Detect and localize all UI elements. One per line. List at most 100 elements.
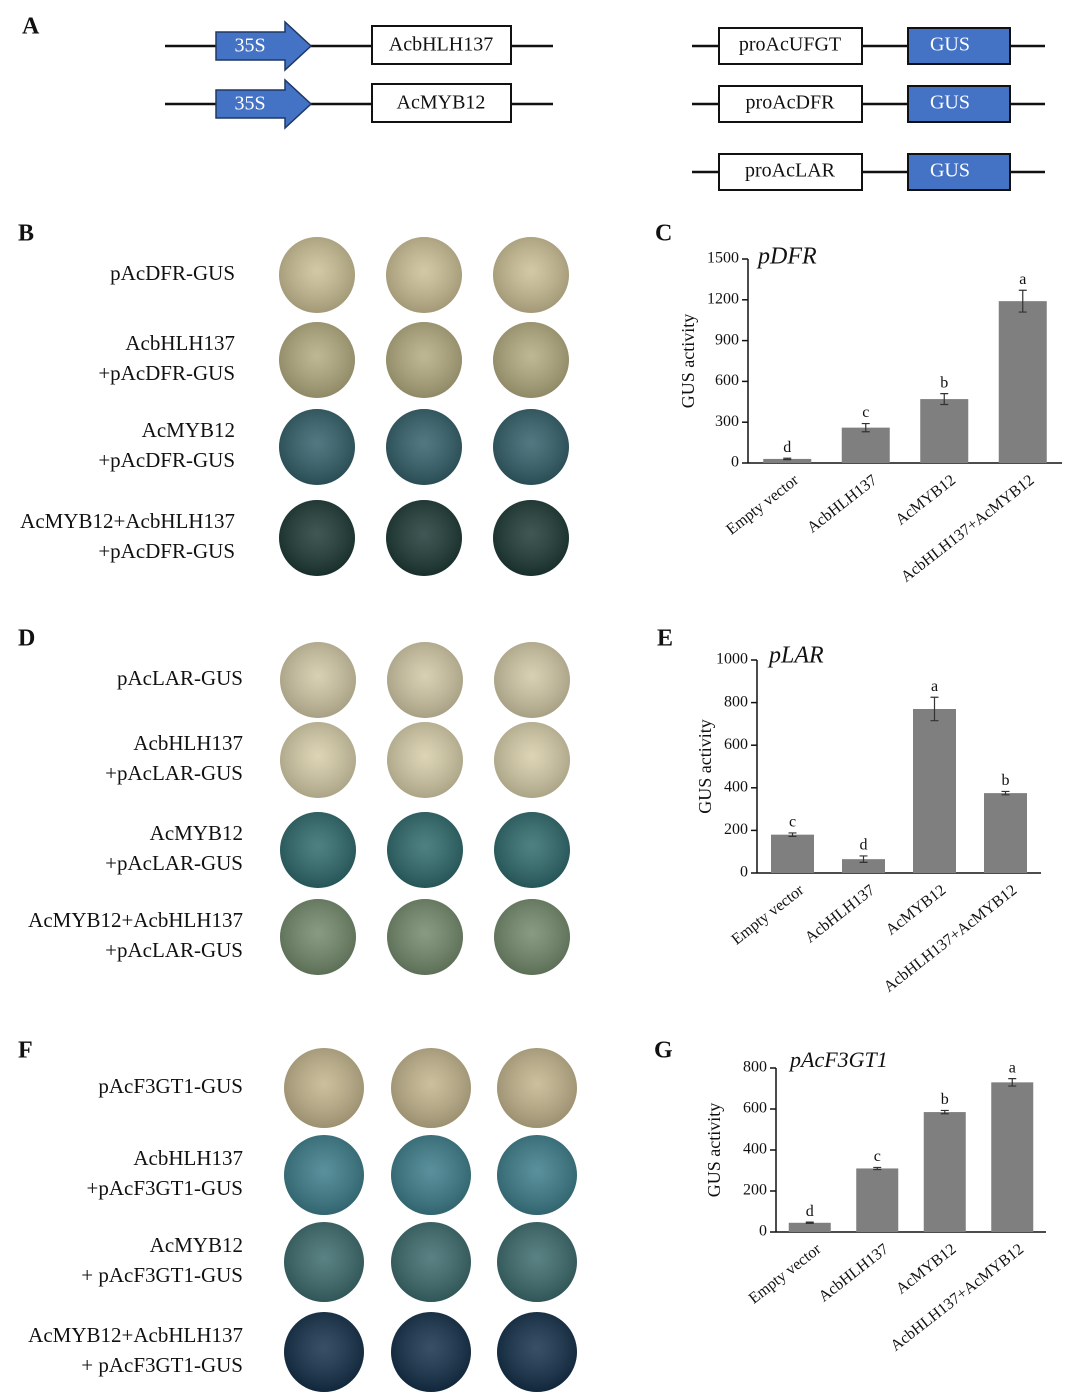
leaf-disc-shade — [497, 1048, 577, 1128]
treatment-label: +pAcLAR-GUS — [105, 851, 243, 875]
treatment-label: AcMYB12+AcbHLH137 — [28, 908, 243, 932]
gene-box — [371, 25, 512, 65]
leaf-disc-shade — [279, 500, 355, 576]
treatment-label: +pAcLAR-GUS — [105, 938, 243, 962]
reporter-label: GUS — [930, 92, 970, 114]
bar — [841, 427, 890, 463]
treatment-label: pAcF3GT1-GUS — [98, 1074, 243, 1098]
treatment-label: pAcDFR-GUS — [110, 261, 235, 285]
x-tick-label: AcbHLH137 — [816, 1241, 892, 1306]
x-tick-label: AcbHLH137+AcMYB12 — [888, 1241, 1027, 1355]
significance-letter: d — [806, 1203, 814, 1220]
panel-label: G — [654, 1038, 673, 1064]
panel-label: A — [22, 14, 40, 40]
leaf-disc-shade — [280, 642, 356, 718]
y-tick-label: 0 — [759, 1223, 767, 1240]
leaf-disc-shade — [493, 322, 569, 398]
treatment-label: AcbHLH137 — [125, 331, 235, 355]
y-tick-label: 0 — [740, 864, 748, 881]
leaf-disc-shade — [497, 1135, 577, 1215]
leaf-disc-shade — [493, 237, 569, 313]
bar — [771, 834, 814, 873]
treatment-label: AcbHLH137 — [133, 1146, 243, 1170]
y-tick-label: 400 — [724, 778, 748, 795]
y-tick-label: 300 — [715, 413, 739, 430]
treatment-label: +pAcDFR-GUS — [98, 361, 235, 385]
bar — [842, 859, 885, 873]
bar — [923, 1112, 966, 1232]
leaf-disc-shade — [493, 500, 569, 576]
leaf-disc-shade — [391, 1048, 471, 1128]
bar — [763, 458, 812, 463]
significance-letter: c — [874, 1148, 881, 1165]
promoter-box — [718, 27, 863, 65]
leaf-disc-shade — [386, 409, 462, 485]
y-tick-label: 600 — [724, 736, 748, 753]
leaf-disc-shade — [497, 1222, 577, 1302]
error-bar — [805, 1221, 814, 1224]
leaf-disc-shade — [494, 642, 570, 718]
significance-letter: b — [940, 374, 948, 391]
reporter-label: GUS — [930, 160, 970, 182]
significance-letter: a — [1009, 1059, 1016, 1076]
leaf-disc-shade — [387, 642, 463, 718]
y-tick-label: 1200 — [707, 290, 739, 307]
leaf-disc-shade — [284, 1135, 364, 1215]
error-bar — [788, 832, 797, 837]
leaf-disc-shade — [386, 322, 462, 398]
significance-letter: d — [783, 439, 791, 456]
treatment-label: AcbHLH137 — [133, 731, 243, 755]
reporter-box — [907, 27, 1011, 65]
y-tick-label: 400 — [743, 1141, 767, 1158]
significance-letter: c — [789, 814, 796, 831]
y-tick-label: 200 — [743, 1182, 767, 1199]
significance-letter: d — [860, 837, 868, 854]
error-bar — [783, 457, 792, 461]
leaf-disc-shade — [391, 1312, 471, 1392]
y-tick-label: 600 — [743, 1100, 767, 1117]
promoter-label: proAcUFGT — [739, 34, 841, 56]
significance-letter: a — [1019, 271, 1026, 288]
bar — [920, 399, 969, 463]
leaf-disc-shade — [284, 1312, 364, 1392]
error-bar — [1001, 790, 1010, 796]
leaf-disc-shade — [284, 1222, 364, 1302]
leaf-disc-shade — [494, 722, 570, 798]
x-tick-label: AcMYB12 — [883, 882, 950, 939]
bar — [991, 1082, 1034, 1232]
promoter-label: 35S — [234, 93, 265, 115]
leaf-disc-shade — [280, 812, 356, 888]
promoter-box — [718, 153, 863, 191]
x-tick-label: Empty vector — [723, 471, 802, 538]
significance-letter: c — [862, 404, 869, 421]
promoter-label: proAcLAR — [745, 160, 836, 182]
y-axis-label: GUS activity — [704, 1103, 724, 1198]
leaf-disc-shade — [279, 409, 355, 485]
y-tick-label: 1000 — [716, 651, 748, 668]
significance-letter: a — [931, 678, 938, 695]
error-bar — [940, 1109, 949, 1115]
chart-title: pAcF3GT1 — [788, 1047, 888, 1072]
treatment-label: +pAcLAR-GUS — [105, 761, 243, 785]
leaf-disc-shade — [391, 1135, 471, 1215]
panel-label: F — [18, 1038, 33, 1064]
leaf-disc-shade — [387, 812, 463, 888]
gene-label: AcbHLH137 — [389, 34, 493, 56]
x-tick-label: AcbHLH137 — [802, 882, 878, 947]
y-tick-label: 600 — [715, 372, 739, 389]
leaf-disc-shade — [279, 237, 355, 313]
leaf-disc-shade — [391, 1222, 471, 1302]
treatment-label: +pAcDFR-GUS — [98, 539, 235, 563]
treatment-label: +pAcDFR-GUS — [98, 448, 235, 472]
leaf-disc-shade — [494, 899, 570, 975]
bar — [788, 1222, 831, 1232]
x-tick-label: Empty vector — [728, 881, 807, 948]
reporter-box — [907, 85, 1011, 123]
bar — [998, 301, 1047, 463]
reporter-box — [907, 153, 1011, 191]
bar — [856, 1168, 899, 1232]
treatment-label: AcMYB12+AcbHLH137 — [28, 1323, 243, 1347]
error-bar — [859, 855, 868, 863]
leaf-disc-shade — [284, 1048, 364, 1128]
